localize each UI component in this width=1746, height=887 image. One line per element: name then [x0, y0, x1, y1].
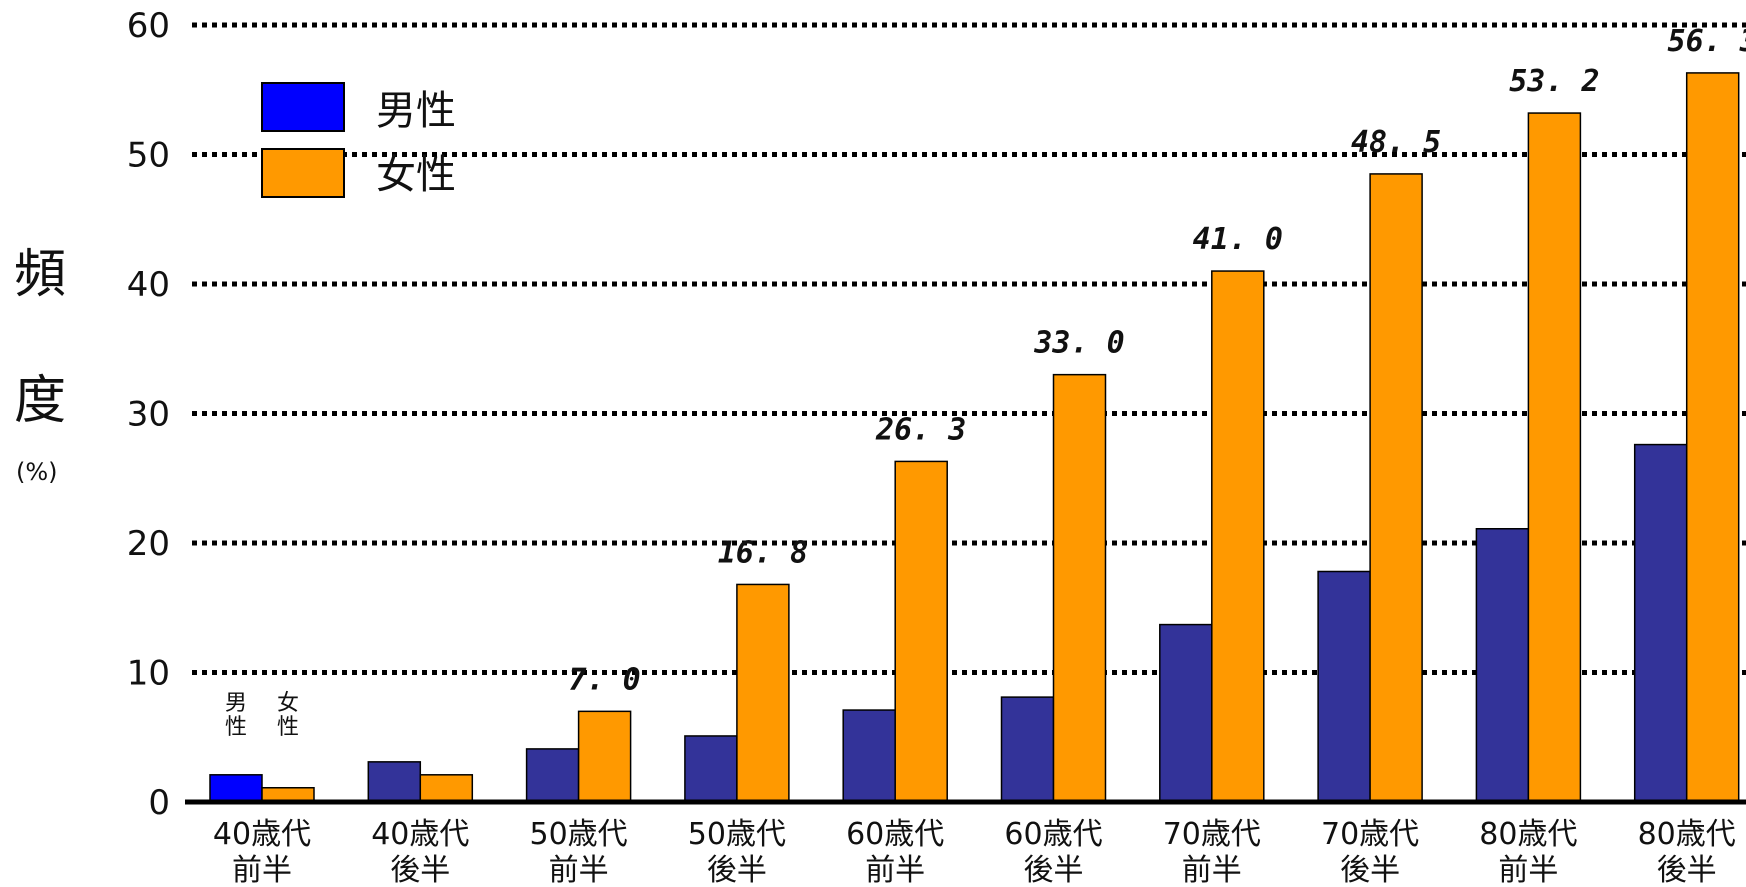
- x-tick-label-sub: 後半: [1657, 853, 1717, 887]
- y-axis-label: 頻 度 (%): [14, 245, 66, 486]
- bar-male: [209, 774, 263, 803]
- y-tick-label: 30: [127, 395, 170, 435]
- y-tick-label: 20: [127, 524, 170, 564]
- y-tick-label: 50: [127, 136, 170, 176]
- bar-male: [367, 761, 422, 803]
- data-label: 41. 0: [1193, 222, 1283, 257]
- bar-female: [1685, 72, 1740, 803]
- x-tick-label: 80歳代: [1638, 817, 1736, 852]
- x-tick-label: 80歳代: [1479, 817, 1577, 852]
- bar-male: [842, 709, 896, 803]
- bar-male: [1159, 623, 1213, 803]
- x-axis-categories: 40歳代前半40歳代後半50歳代前半50歳代後半60歳代前半60歳代後半70歳代…: [213, 817, 1736, 887]
- bar-male: [684, 735, 738, 803]
- first-group-series-label: 男: [225, 691, 247, 716]
- bar-female: [419, 774, 474, 803]
- bar-male: [1475, 528, 1530, 803]
- data-label: 48. 5: [1351, 125, 1441, 160]
- x-tick-label-sub: 後半: [1024, 853, 1084, 887]
- x-tick-label: 50歳代: [530, 817, 628, 852]
- y-tick-label: 10: [127, 654, 170, 694]
- y-tick-label: 40: [127, 265, 170, 305]
- y-tick-label: 60: [127, 6, 170, 46]
- bar-male: [525, 748, 580, 803]
- y-axis-label-char-2: 度: [14, 371, 66, 431]
- bar-female: [1369, 173, 1423, 803]
- x-tick-label-sub: 後半: [390, 853, 450, 887]
- x-tick-label-sub: 前半: [1182, 853, 1242, 887]
- data-label: 16. 8: [718, 535, 808, 570]
- bar-female: [1211, 270, 1265, 803]
- legend-label-male: 男性: [376, 88, 456, 134]
- data-label: 33. 0: [1033, 326, 1124, 361]
- x-tick-label-sub: 前半: [549, 853, 609, 887]
- legend: 男性 女性: [261, 82, 456, 198]
- x-tick-label-sub: 後半: [1340, 853, 1400, 887]
- bar-female: [1527, 112, 1582, 803]
- legend-label-female: 女性: [376, 152, 456, 198]
- bar-female: [736, 583, 790, 803]
- x-tick-label: 70歳代: [1321, 817, 1419, 852]
- y-axis-ticks: 0 10 20 30 40 50 60: [127, 6, 170, 823]
- bar-female: [894, 460, 948, 803]
- bar-female: [1052, 373, 1107, 803]
- bar-male: [1317, 570, 1371, 803]
- first-group-series-label: 性: [277, 715, 299, 740]
- bar-male: [1633, 443, 1688, 803]
- y-axis-label-char-1: 頻: [14, 245, 66, 305]
- bar-male: [1000, 696, 1055, 803]
- bar-female: [577, 710, 632, 803]
- x-tick-label-sub: 前半: [1498, 853, 1558, 887]
- x-tick-label: 40歳代: [371, 817, 469, 852]
- y-axis-unit: (%): [16, 458, 58, 486]
- x-tick-label: 50歳代: [688, 817, 786, 852]
- legend-swatch-male: [261, 82, 345, 132]
- x-tick-label: 70歳代: [1163, 817, 1261, 852]
- data-label: 26. 3: [875, 412, 966, 447]
- x-tick-label: 60歳代: [1004, 817, 1102, 852]
- x-tick-label: 40歳代: [213, 817, 311, 852]
- first-group-series-label: 女: [277, 691, 299, 716]
- x-tick-label-sub: 前半: [865, 853, 925, 887]
- legend-swatch-female: [261, 148, 345, 198]
- data-labels: 7. 0 16. 8 26. 3 33. 0 41. 0 48. 5 53. 2 56. 3: [568, 24, 1746, 697]
- x-tick-label-sub: 前半: [232, 853, 292, 887]
- x-tick-label-sub: 後半: [707, 853, 767, 887]
- y-tick-label: 0: [148, 783, 170, 823]
- data-label: 56. 3: [1668, 24, 1746, 59]
- bars: [209, 72, 1740, 803]
- data-label: 7. 0: [568, 662, 640, 697]
- data-label: 53. 2: [1509, 64, 1599, 99]
- first-group-series-label: 性: [225, 715, 247, 740]
- x-tick-label: 60歳代: [846, 817, 944, 852]
